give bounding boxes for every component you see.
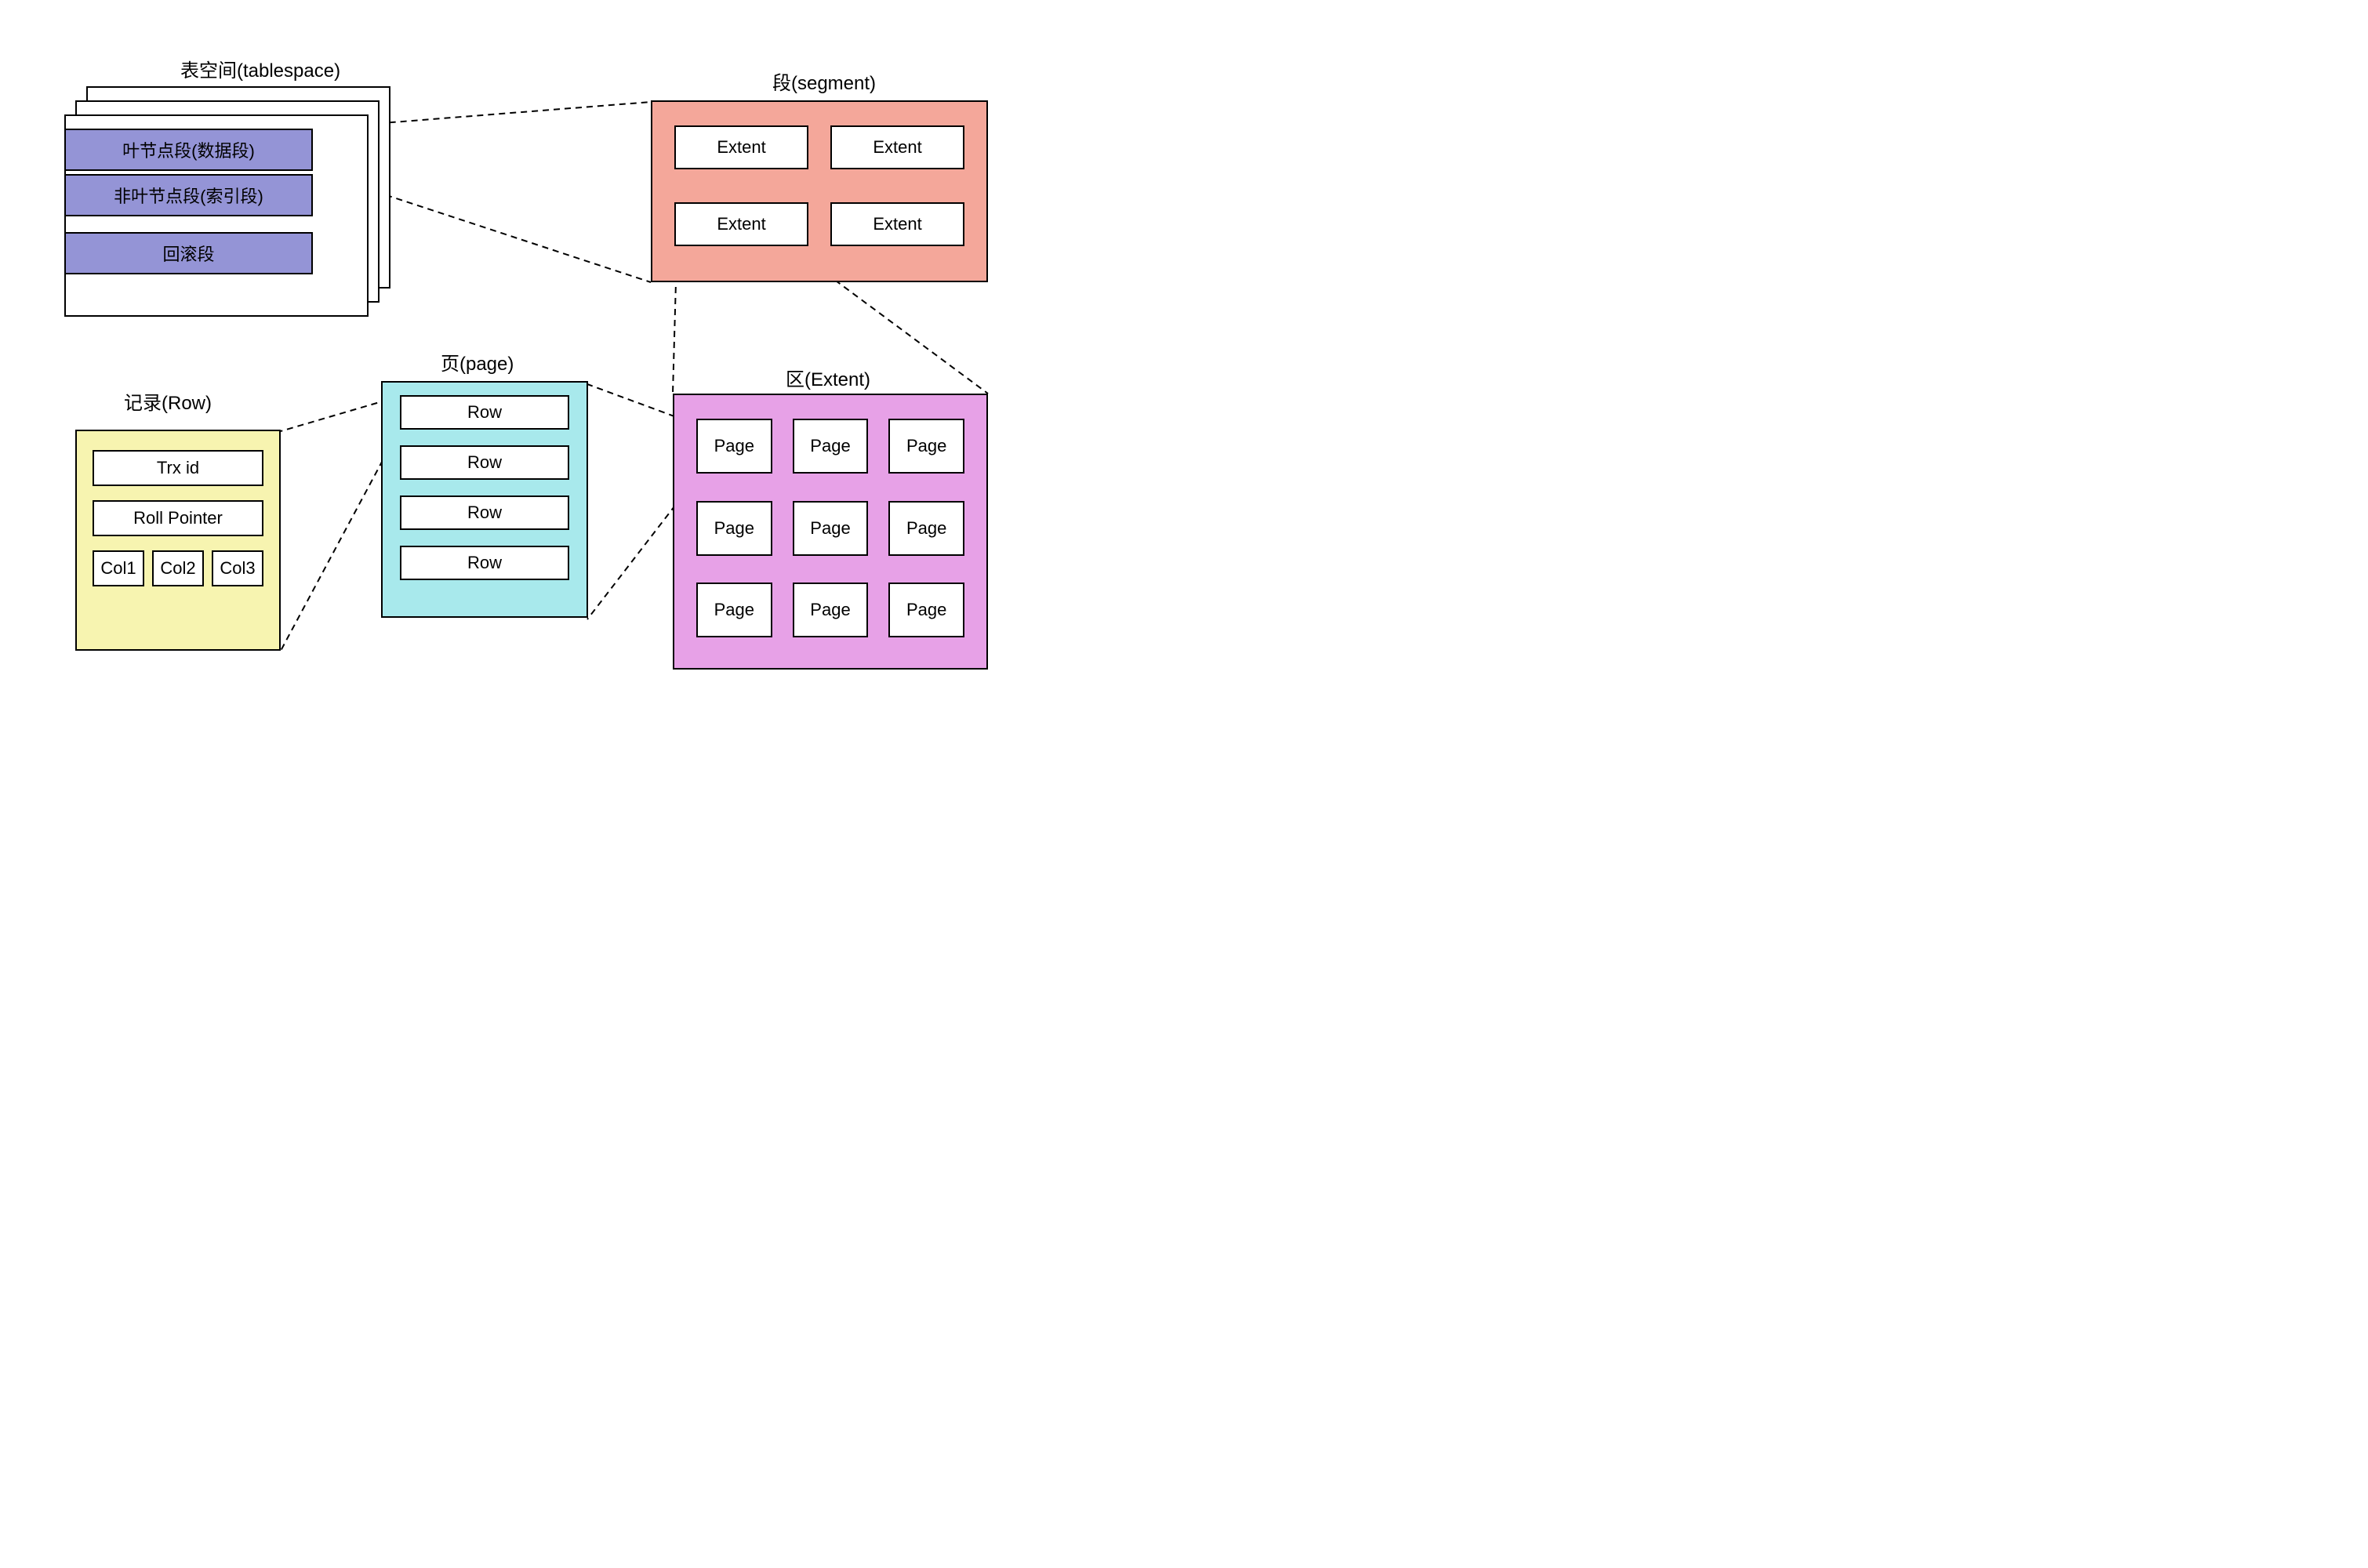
col-cell: Col3 — [212, 550, 263, 586]
page-cell: Page — [888, 419, 964, 474]
page-cell: Page — [696, 501, 772, 556]
extent-cell: Extent — [674, 125, 808, 169]
row-cell: Row — [400, 495, 569, 530]
extent-block: Page Page Page Page Page Page Page Page … — [673, 394, 988, 670]
segment-row-label: 叶节点段(数据段) — [122, 137, 255, 162]
segment-row-nonleaf: 非叶节点段(索引段) — [64, 174, 313, 216]
page-cell: Page — [696, 583, 772, 637]
segment-row-leaf: 叶节点段(数据段) — [64, 129, 313, 171]
extent-cell: Extent — [830, 202, 964, 246]
row-cell: Row — [400, 395, 569, 430]
col-cell: Col2 — [152, 550, 204, 586]
col-cell: Col1 — [93, 550, 144, 586]
row-cell: Row — [400, 546, 569, 580]
row-cell: Row — [400, 445, 569, 480]
field-trxid: Trx id — [93, 450, 263, 486]
page-title: 页(page) — [441, 348, 514, 376]
segment-title: 段(segment) — [772, 67, 876, 95]
segment-row-label: 回滚段 — [162, 241, 214, 266]
segment-block: Extent Extent Extent Extent — [651, 100, 988, 282]
segment-row-label: 非叶节点段(索引段) — [114, 183, 263, 208]
page-cell: Page — [888, 501, 964, 556]
page-cell: Page — [793, 583, 869, 637]
page-cell: Page — [888, 583, 964, 637]
col-row: Col1 Col2 Col3 — [93, 550, 263, 586]
segment-row-rollback: 回滚段 — [64, 232, 313, 274]
extent-title: 区(Extent) — [786, 364, 870, 391]
row-block: Trx id Roll Pointer Col1 Col2 Col3 — [75, 430, 281, 651]
extent-cell: Extent — [674, 202, 808, 246]
page-cell: Page — [793, 501, 869, 556]
page-cell: Page — [696, 419, 772, 474]
extent-cell: Extent — [830, 125, 964, 169]
page-block: Row Row Row Row — [381, 381, 588, 618]
row-title: 记录(Row) — [124, 387, 212, 415]
page-cell: Page — [793, 419, 869, 474]
tablespace-title: 表空间(tablespace) — [180, 55, 340, 82]
field-rollpointer: Roll Pointer — [93, 500, 263, 536]
